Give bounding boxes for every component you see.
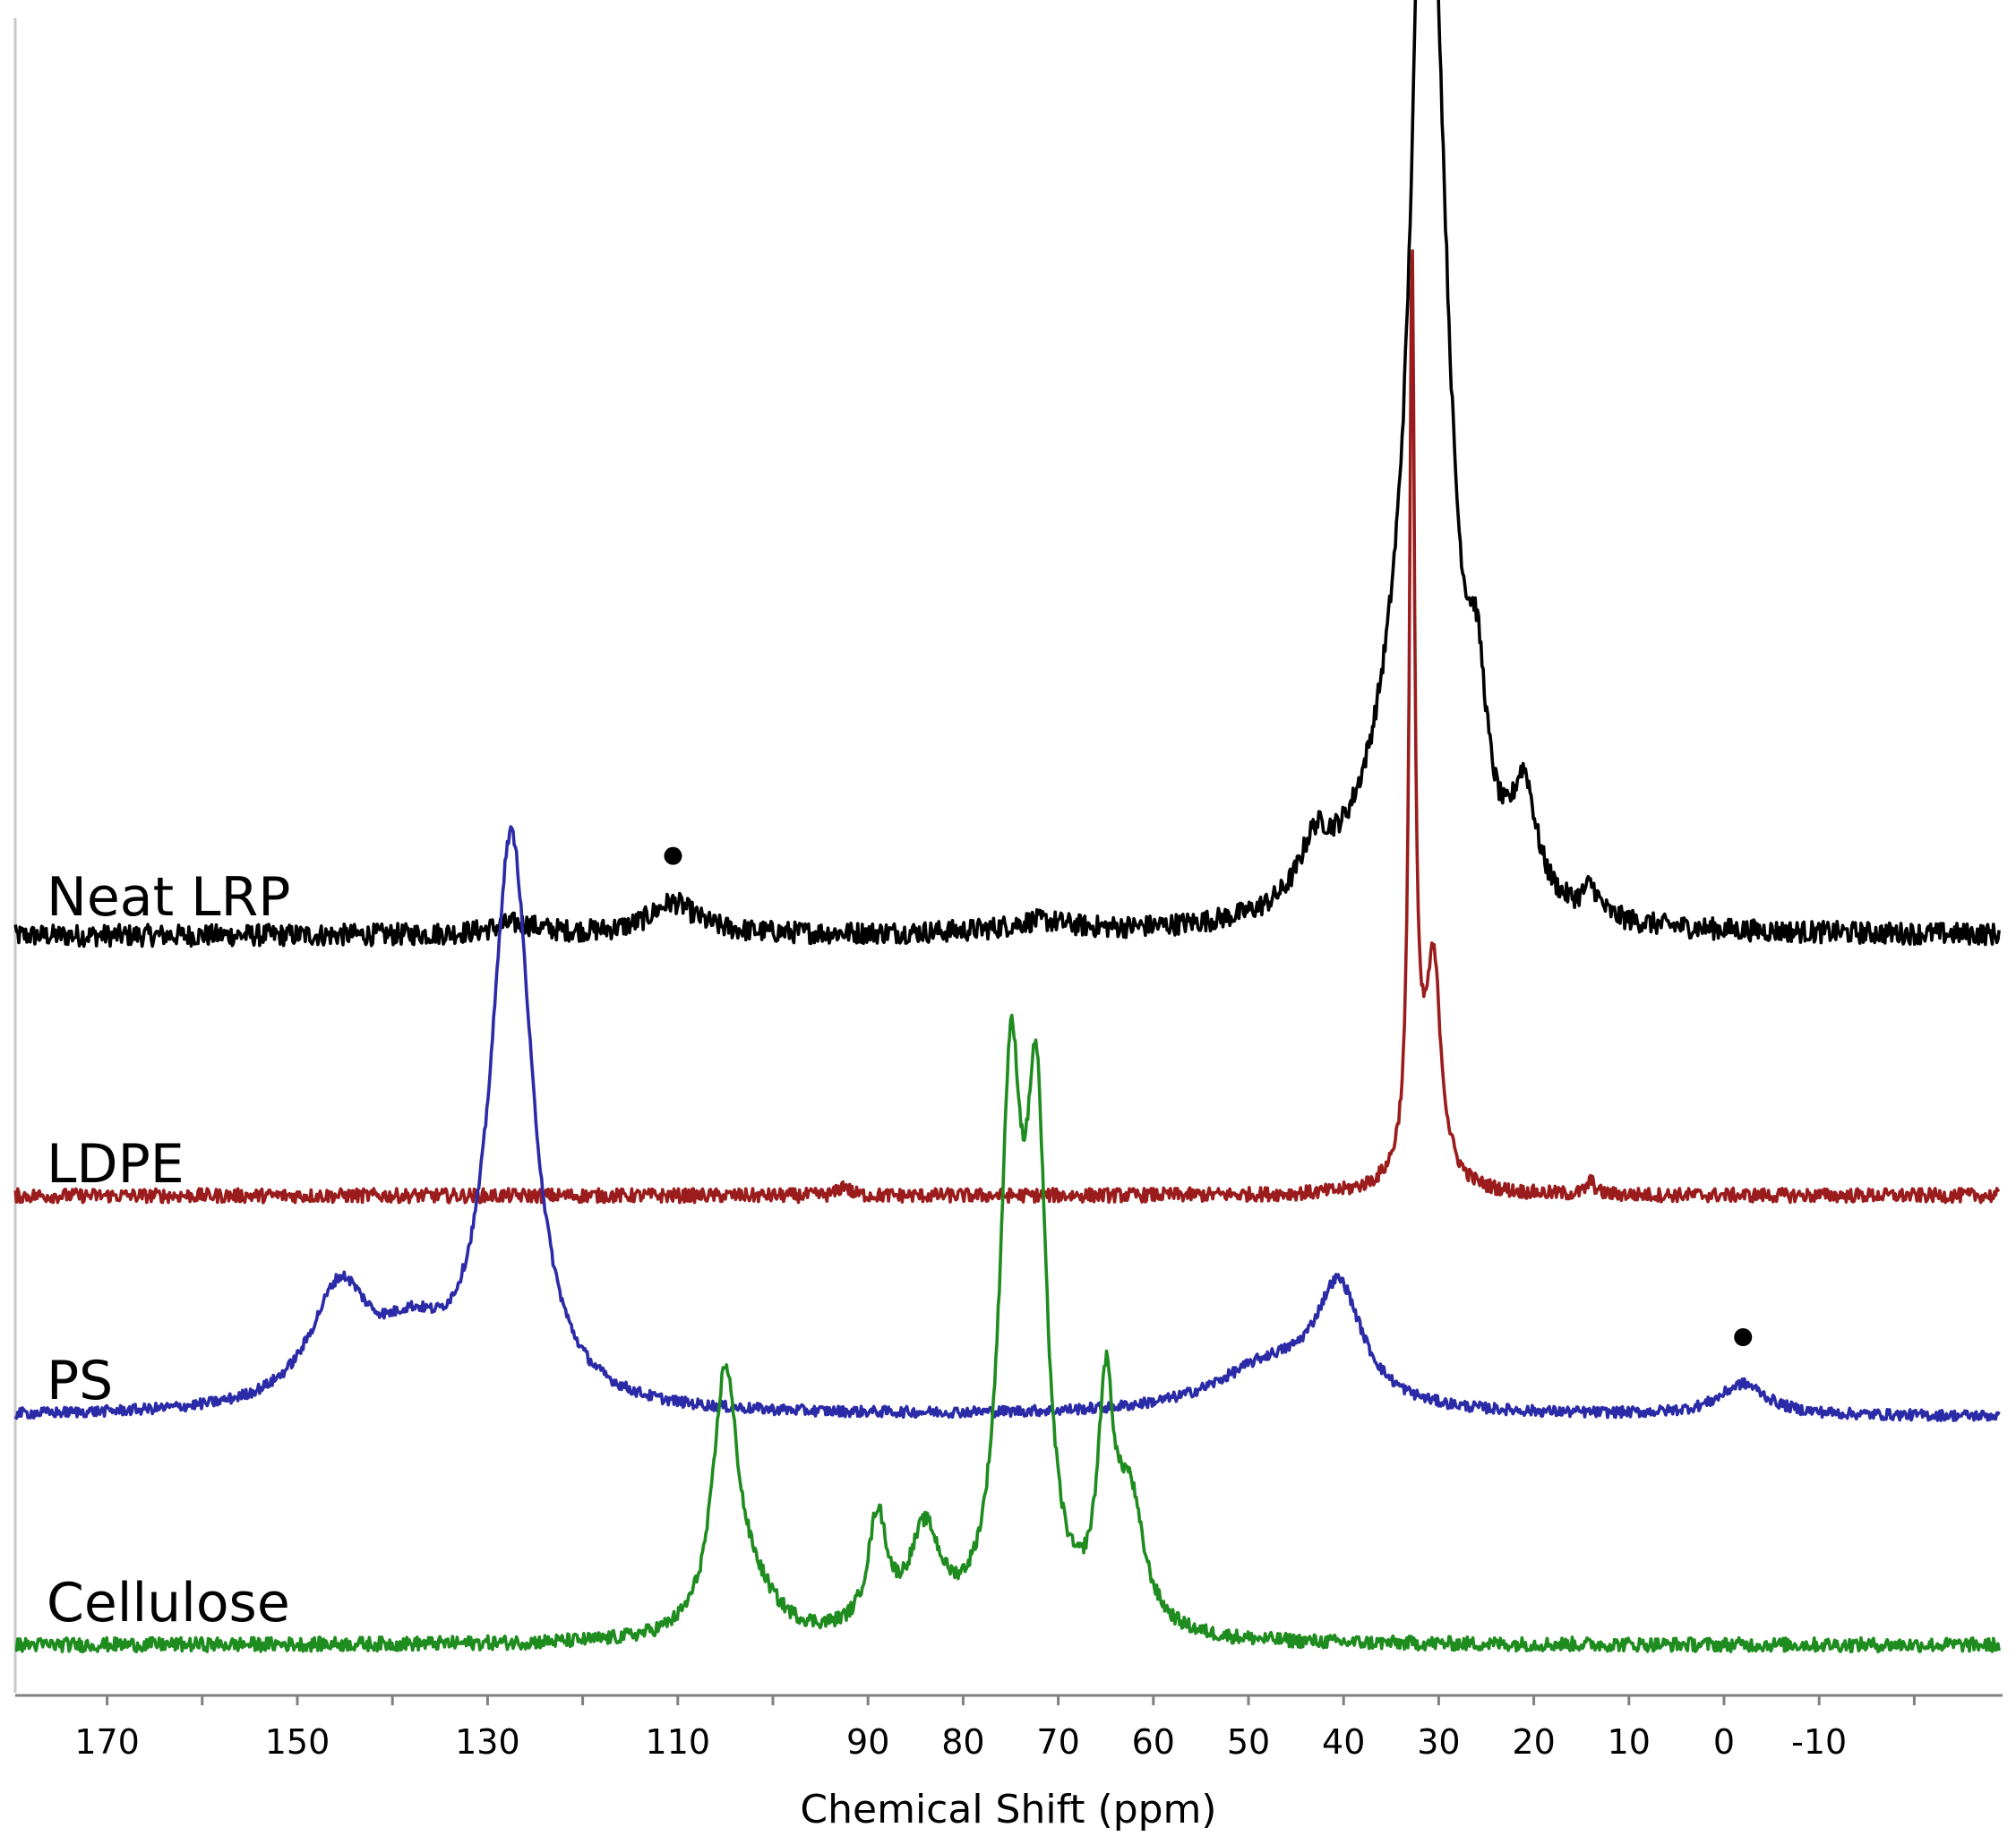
x-tick-label: 40 (1322, 1722, 1365, 1762)
spectrum-line-cellulose (14, 1013, 2001, 1653)
x-tick-label: 70 (1036, 1722, 1079, 1762)
series-label-ps: PS (47, 1350, 113, 1412)
x-tick-label: 170 (74, 1722, 140, 1762)
series-label-neat-lrp: Neat LRP (47, 866, 290, 929)
series-label-ldpe: LDPE (47, 1133, 184, 1196)
x-tick-label: 60 (1132, 1722, 1175, 1762)
spectrum-traces (13, 0, 2001, 1653)
x-tick-label: 50 (1227, 1722, 1270, 1762)
annotation-dots (664, 846, 1753, 1347)
x-tick-label: 150 (265, 1722, 330, 1762)
x-tick-label: 30 (1417, 1722, 1460, 1762)
x-axis-ticks (106, 1695, 1916, 1705)
spectrum-line-ps (13, 825, 2001, 1422)
x-tick-label: 20 (1512, 1722, 1555, 1762)
spectrum-line-neat-lrp (13, 0, 2001, 948)
peak-marker-dot (1734, 1328, 1753, 1347)
x-tick-label: 130 (455, 1722, 520, 1762)
x-tick-label: 10 (1608, 1722, 1651, 1762)
peak-marker-dot (664, 846, 682, 865)
spectrum-line-ldpe (13, 249, 2001, 1205)
x-axis-tick-labels: 170 150 130 110 90 80 70 60 50 40 30 20 10 0 -10 (74, 1722, 1847, 1762)
x-tick-label: -10 (1791, 1722, 1847, 1762)
x-tick-label: 0 (1713, 1722, 1735, 1762)
x-tick-label: 110 (646, 1722, 711, 1762)
x-tick-label: 80 (941, 1722, 984, 1762)
x-axis-title: Chemical Shift (ppm) (800, 1787, 1216, 1832)
x-tick-label: 90 (846, 1722, 889, 1762)
series-label-cellulose: Cellulose (47, 1572, 290, 1635)
